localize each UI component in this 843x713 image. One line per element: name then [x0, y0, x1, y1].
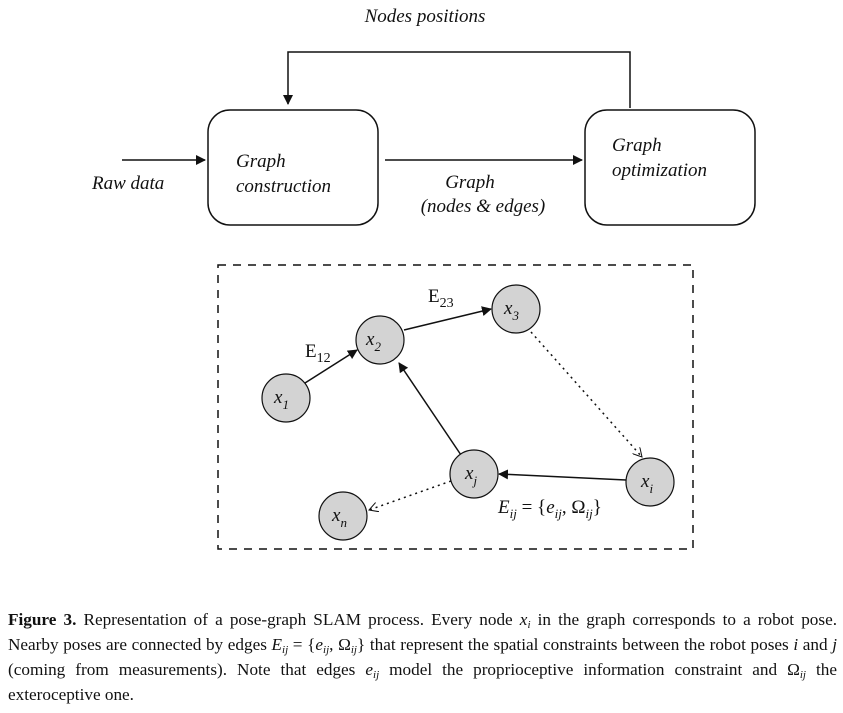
node-letter: x [640, 471, 650, 492]
caption-text: and [798, 635, 833, 654]
node-letter: x [365, 329, 375, 350]
caption-sub: ij [282, 644, 289, 656]
caption-math: e [365, 660, 374, 679]
construction-box [207, 109, 379, 226]
node-label: xn [331, 505, 347, 530]
node-letter: x [273, 387, 283, 408]
box-text: Graph [612, 135, 662, 156]
caption-math: x [519, 610, 528, 629]
figure: Nodes positions Graph construction Graph… [91, 6, 756, 550]
caption-sub: ij [373, 669, 380, 681]
caption-text: model the proprioceptive information con… [379, 660, 788, 679]
node-sub: n [340, 515, 347, 530]
math: , [562, 497, 572, 518]
math: } [593, 497, 602, 518]
top-label: Nodes positions [364, 6, 486, 27]
caption-text: the exteroceptive one. [8, 660, 838, 704]
optimization-box [584, 109, 756, 226]
node-letter: x [464, 463, 474, 484]
box-text: optimization [612, 160, 707, 181]
edge-label: E12 [305, 341, 331, 366]
box-text: Graph [236, 151, 286, 172]
caption-math: Ω [787, 660, 800, 679]
edge-sub: 23 [440, 296, 454, 311]
edge [498, 469, 627, 481]
input-label: Raw data [91, 173, 164, 194]
edge [403, 306, 492, 331]
caption: Figure 3. Representation of a pose-graph… [8, 607, 837, 707]
caption-sub: ij [350, 644, 357, 656]
math-sub: ij [555, 506, 563, 521]
caption-label: Figure 3. [8, 610, 77, 629]
caption-text: } that represent the spatial constraints… [356, 635, 794, 654]
constraint-label: Eij = {eij, Ωij} [497, 497, 602, 521]
node-sub: 1 [282, 397, 289, 412]
edge-letter: E [305, 341, 317, 362]
edge-label: E23 [428, 286, 454, 311]
caption-math: Ω [338, 635, 351, 654]
node-letter: x [503, 298, 513, 319]
edge [304, 349, 358, 384]
edge-sub: 12 [317, 351, 331, 366]
caption-text: = { [288, 635, 316, 654]
math: E [497, 497, 510, 518]
node-sub: 2 [374, 339, 381, 354]
caption-math: e [315, 635, 324, 654]
math-sub: ij [510, 506, 518, 521]
edge [398, 362, 462, 456]
math: = { [517, 497, 546, 518]
caption-sub: ij [323, 644, 330, 656]
caption-text: (coming from measurements). Note that ed… [8, 660, 366, 679]
node [261, 373, 311, 423]
caption-math: j [832, 635, 837, 654]
node-sub: i [649, 481, 653, 496]
graph-label: Graph [445, 172, 495, 193]
caption-sub: i [527, 619, 531, 631]
node [318, 491, 368, 541]
math-sub: ij [585, 506, 593, 521]
caption-sub: ij [799, 669, 806, 681]
edge-letter: E [428, 286, 440, 307]
node [449, 449, 499, 499]
dashed-frame [217, 264, 694, 550]
edges [304, 306, 642, 510]
node [625, 457, 675, 507]
node-sub: j [471, 473, 477, 488]
caption-math: E [271, 635, 283, 654]
node-sub: 3 [511, 308, 519, 323]
node-label: xj [464, 463, 477, 488]
caption-math: i [793, 635, 799, 654]
node [491, 284, 541, 334]
feedback-arrow [283, 51, 631, 108]
math: Ω [571, 497, 585, 518]
dotted-edge [530, 331, 642, 457]
box-text: construction [236, 176, 331, 197]
node [355, 315, 405, 365]
graph-label: (nodes & edges) [421, 196, 546, 217]
node-label: x2 [365, 329, 381, 354]
caption-text: Representation of a pose-graph SLAM proc… [76, 610, 520, 629]
dotted-edge [369, 480, 452, 510]
caption-text: in the graph corresponds to a robot pose… [8, 610, 837, 654]
math: e [546, 497, 554, 518]
node-label: xi [640, 471, 653, 496]
node-label: x3 [503, 298, 519, 323]
node-label: x1 [273, 387, 289, 412]
node-letter: x [331, 505, 341, 526]
caption-text: , [329, 635, 339, 654]
nodes [261, 284, 675, 541]
